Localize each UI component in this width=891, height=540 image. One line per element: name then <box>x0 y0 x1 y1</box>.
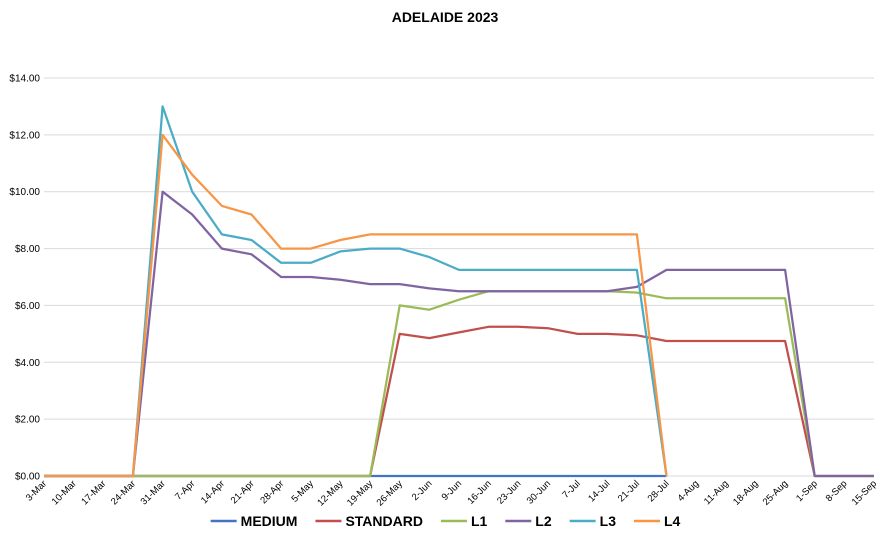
y-axis-tick-labels: $0.00 $2.00 $4.00 $6.00 $8.00 $10.00 $12.00 $14… <box>9 74 40 483</box>
x-tick-label: 14-Jul <box>586 478 612 504</box>
y-tick-label: $10.00 <box>9 187 40 198</box>
x-tick-label: 1-Sep <box>794 478 820 504</box>
x-tick-label: 9-Jun <box>440 478 465 503</box>
y-tick-label: $0.00 <box>15 472 40 483</box>
series-line-l1 <box>44 290 874 478</box>
x-tick-label: 21-Apr <box>229 478 257 506</box>
x-tick-label: 16-Jun <box>465 478 493 506</box>
x-tick-label: 10-Mar <box>50 478 79 507</box>
legend-label: L2 <box>535 513 552 529</box>
x-tick-label: 8-Sep <box>824 478 850 504</box>
x-tick-label: 23-Jun <box>495 478 523 506</box>
legend-item-standard: STANDARD <box>315 513 423 529</box>
x-tick-label: 26-May <box>375 478 405 508</box>
x-tick-label: 25-Aug <box>761 478 790 507</box>
x-tick-label: 17-Mar <box>79 478 108 507</box>
legend-item-l4: L4 <box>633 513 681 529</box>
series-lines <box>44 105 874 478</box>
gridlines <box>44 77 874 477</box>
x-tick-label: 15-Sep <box>850 478 879 507</box>
legend-item-l2: L2 <box>505 513 552 529</box>
x-tick-label: 30-Jun <box>525 478 553 506</box>
legend-label: L4 <box>664 513 681 529</box>
x-tick-label: 11-Aug <box>702 478 731 507</box>
series-line-l4 <box>44 133 668 478</box>
legend: MEDIUM STANDARD L1 L2 L3 L4 <box>210 513 681 529</box>
x-tick-label: 12-May <box>315 478 345 508</box>
x-tick-label: 14-Apr <box>199 478 227 506</box>
legend-label: MEDIUM <box>241 513 298 529</box>
x-tick-label: 28-Apr <box>258 478 286 506</box>
x-tick-label: 24-Mar <box>109 478 138 507</box>
legend-label: L3 <box>600 513 617 529</box>
x-tick-label: 2-Jun <box>410 478 435 503</box>
x-tick-label: 28-Jul <box>646 478 672 504</box>
x-tick-label: 19-May <box>345 478 375 508</box>
y-tick-label: $12.00 <box>9 130 40 141</box>
y-tick-label: $2.00 <box>15 415 40 426</box>
y-tick-label: $4.00 <box>15 358 40 369</box>
legend-label: L1 <box>471 513 488 529</box>
y-tick-label: $6.00 <box>15 301 40 312</box>
x-tick-label: 5-May <box>289 478 316 505</box>
series-line-l2 <box>44 190 874 478</box>
legend-item-l1: L1 <box>440 513 488 529</box>
chart-title: ADELAIDE 2023 <box>392 9 499 25</box>
x-tick-label: 7-Apr <box>173 478 197 502</box>
x-tick-label: 7-Jul <box>560 478 582 500</box>
x-tick-label: 31-Mar <box>139 478 168 507</box>
x-axis-tick-labels: 3-Mar 10-Mar 17-Mar 24-Mar 31-Mar 7-Apr 14-Apr… <box>24 478 879 508</box>
y-tick-label: $14.00 <box>9 74 40 85</box>
series-line-l3 <box>44 105 668 478</box>
legend-item-l3: L3 <box>569 513 617 529</box>
x-tick-label: 18-Aug <box>731 478 760 507</box>
x-tick-label: 21-Jul <box>616 478 642 504</box>
y-tick-label: $8.00 <box>15 244 40 255</box>
legend-label: STANDARD <box>345 513 423 529</box>
x-tick-label: 4-Aug <box>676 478 702 504</box>
series-line-standard <box>44 325 874 478</box>
legend-item-medium: MEDIUM <box>210 513 298 529</box>
